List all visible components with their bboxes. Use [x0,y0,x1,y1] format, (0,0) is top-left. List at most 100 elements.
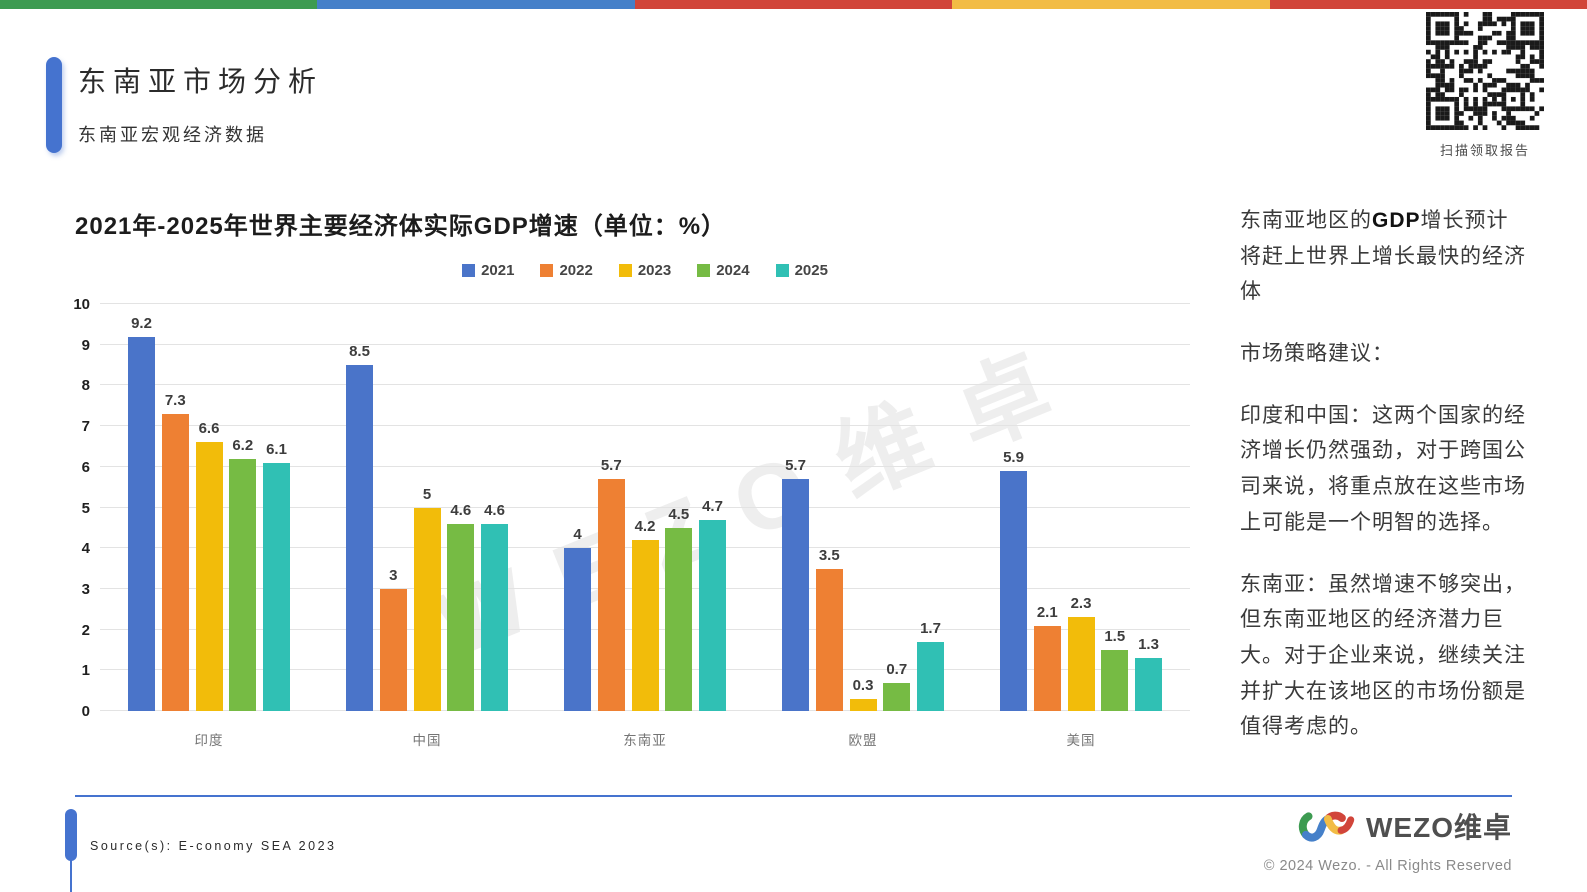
accent-segment [1269,0,1587,9]
y-axis-tick-label: 2 [81,621,90,639]
gridline [100,303,1190,304]
y-axis-tick-label: 0 [81,703,90,720]
legend-swatch [697,264,711,277]
bar-cell: 0.7 [883,304,911,711]
bar-cell: 8.5 [346,304,373,711]
bar [195,442,223,711]
y-axis-tick-label: 1 [81,662,90,680]
bar-cell: 6.6 [195,304,223,711]
bar-cell: 4.7 [699,304,726,711]
bar [597,479,625,711]
legend-item: 2025 [775,262,828,279]
bar-group: 8.5 3 5 4.6 4.6 中国 [346,304,508,748]
bar-value-label: 4.2 [634,518,656,536]
bar [631,540,659,711]
gridline [100,425,1190,427]
qr-caption: 扫描领取报告 [1439,143,1530,158]
bar [413,507,441,711]
bar-value-label: 1.5 [1104,627,1126,645]
insight-text: 增长预计将赶上世界上增长最快的经济体 [1240,209,1526,304]
bar [1101,649,1129,711]
bar [481,523,508,711]
bar-value-label: 5 [422,485,432,503]
bar-cell: 2.1 [1033,304,1061,711]
y-axis-tick-label: 10 [73,296,90,313]
copyright-text: © 2024 Wezo. - All Rights Reserved [1263,858,1512,874]
accent-segment [634,0,953,9]
bar-value-label: 6.2 [232,436,254,454]
y-axis-tick-label: 7 [81,418,90,436]
legend-swatch [618,264,632,277]
gridline [100,384,1190,386]
bar-value-label: 2.1 [1036,603,1058,621]
legend-label: 2023 [637,262,672,279]
bar [161,413,189,711]
bar-cell: 5.7 [782,304,809,711]
title-accent-bar [46,57,62,153]
page-title: 东南亚市场分析 [78,66,324,97]
bar [447,523,475,711]
bar [379,588,407,711]
bar-cell: 4 [564,304,591,711]
bar-value-label: 5.9 [1003,448,1024,466]
bar [1135,658,1162,711]
y-axis-tick-label: 5 [81,499,90,517]
bar-group: 4 5.7 4.2 4.5 4.7 东南亚 [564,304,726,748]
legend-swatch [775,264,789,277]
bar-value-label: 0.7 [886,660,908,678]
legend-swatch [540,264,554,277]
bar-cell: 2.3 [1067,304,1095,711]
insight-bold: GDP [1372,209,1421,232]
y-axis-tick-label: 3 [81,580,90,598]
chart-legend: 2021 2022 2023 2024 2025 [100,262,1190,279]
bar-cell: 3.5 [815,304,843,711]
bar-value-label: 0.3 [852,676,874,694]
bar-cell: 6.1 [263,304,290,711]
legend-item: 2021 [462,262,514,279]
bar [917,641,944,711]
x-axis-category-label: 印度 [194,733,224,748]
legend-item: 2024 [697,262,750,279]
bar-value-label: 4.7 [702,497,723,515]
footer-accent-tail [70,857,72,892]
brand-name: WEZO维卓 [1366,812,1512,843]
bar-cell: 5 [413,304,441,711]
bar [1033,625,1061,711]
bar-value-label: 3.5 [818,546,840,564]
legend-label: 2021 [481,262,515,279]
footer-accent-bar [65,809,77,861]
bar-value-label: 6.6 [198,420,220,438]
legend-label: 2025 [794,262,828,279]
bar-value-label: 5.7 [785,457,806,475]
bar-group: 5.9 2.1 2.3 1.5 1.3 美国 [1000,304,1162,748]
bar-value-label: 6.1 [266,440,287,458]
bar-value-label: 3 [389,566,398,584]
bar [229,458,257,711]
insights-panel: 东南亚地区的GDP增长预计将赶上世界上增长最快的经济体 市场策略建议： 印度和中… [1240,203,1530,771]
bar [346,365,373,711]
bar-cell: 4.2 [631,304,659,711]
bar-value-label: 4 [573,526,582,544]
bar-cell: 7.3 [161,304,189,711]
source-text: Source(s): E-conomy SEA 2023 [90,839,337,853]
insight-paragraph: 东南亚地区的GDP增长预计将赶上世界上增长最快的经济体 [1240,203,1530,310]
bar-cell: 4.6 [447,304,475,711]
bar-value-label: 4.6 [450,501,472,519]
bar [564,548,591,711]
insight-paragraph: 东南亚：虽然增速不够突出，但东南亚地区的经济潜力巨大。对于企业来说，继续关注并扩… [1240,572,1526,739]
bar-value-label: 8.5 [349,343,370,361]
legend-item: 2022 [540,262,593,279]
bar-group: 9.2 7.3 6.6 6.2 6.1 印度 [128,304,290,748]
bar-group: 5.7 3.5 0.3 0.7 1.7 欧盟 [782,304,944,748]
bar-value-label: 4.6 [484,501,505,519]
bar [263,462,290,711]
top-accent-bar [0,0,1587,9]
y-axis-tick-label: 9 [81,336,90,354]
legend-item: 2023 [618,262,672,279]
bar-cell: 5.7 [597,304,625,711]
bar-cell: 1.7 [917,304,944,711]
y-axis-tick-label: 4 [81,540,90,558]
qr-code-block: 扫描领取报告 [1424,12,1546,159]
y-axis-tick-label: 6 [81,458,90,476]
